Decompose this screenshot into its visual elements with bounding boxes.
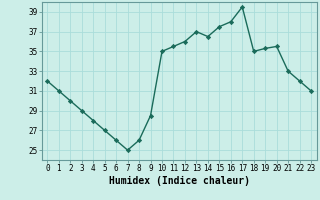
X-axis label: Humidex (Indice chaleur): Humidex (Indice chaleur) bbox=[109, 176, 250, 186]
